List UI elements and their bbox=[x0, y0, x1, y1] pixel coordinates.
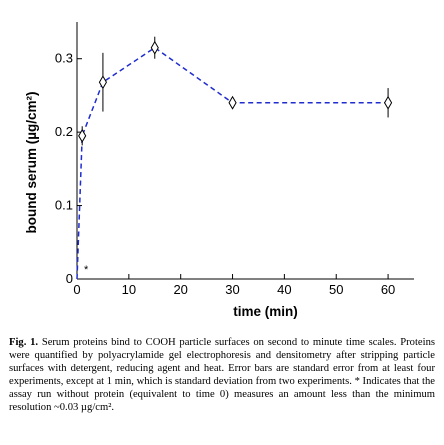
data-point-marker bbox=[98, 75, 108, 90]
figure-label: Fig. 1. bbox=[9, 337, 39, 348]
data-point-marker bbox=[78, 128, 87, 143]
x-tick-label: 60 bbox=[381, 282, 395, 297]
figure-caption: Fig. 1. Serum proteins bind to COOH part… bbox=[9, 336, 435, 414]
data-point-marker bbox=[150, 40, 159, 55]
caption-text: Serum proteins bind to COOH particle sur… bbox=[9, 337, 435, 413]
x-tick-label: 40 bbox=[277, 282, 291, 297]
series-line bbox=[76, 46, 389, 280]
y-tick-label: 0 bbox=[66, 271, 73, 286]
data-point-marker bbox=[228, 95, 237, 110]
y-axis-label: bound serum (µg/cm²) bbox=[24, 91, 39, 233]
y-tick-label: 0.3 bbox=[55, 51, 73, 66]
y-tick-label: 0.2 bbox=[55, 124, 73, 139]
chart: 0 10 20 30 40 50 60 0 0.1 0.2 0.3 * time (min) bou… bbox=[24, 22, 414, 319]
x-axis-label: time (min) bbox=[233, 304, 298, 319]
x-tick-label: 30 bbox=[225, 282, 239, 297]
x-tick-label: 0 bbox=[73, 282, 80, 297]
x-tick-label: 10 bbox=[122, 282, 136, 297]
x-tick-label: 50 bbox=[329, 282, 343, 297]
axes: 0 10 20 30 40 50 60 0 0.1 0.2 0.3 bbox=[55, 22, 414, 297]
x-tick-label: 20 bbox=[173, 282, 187, 297]
data-point-marker bbox=[383, 95, 393, 110]
annotation-star: * bbox=[84, 264, 89, 276]
series-layer: * bbox=[76, 36, 393, 280]
y-tick-label: 0.1 bbox=[55, 198, 73, 213]
